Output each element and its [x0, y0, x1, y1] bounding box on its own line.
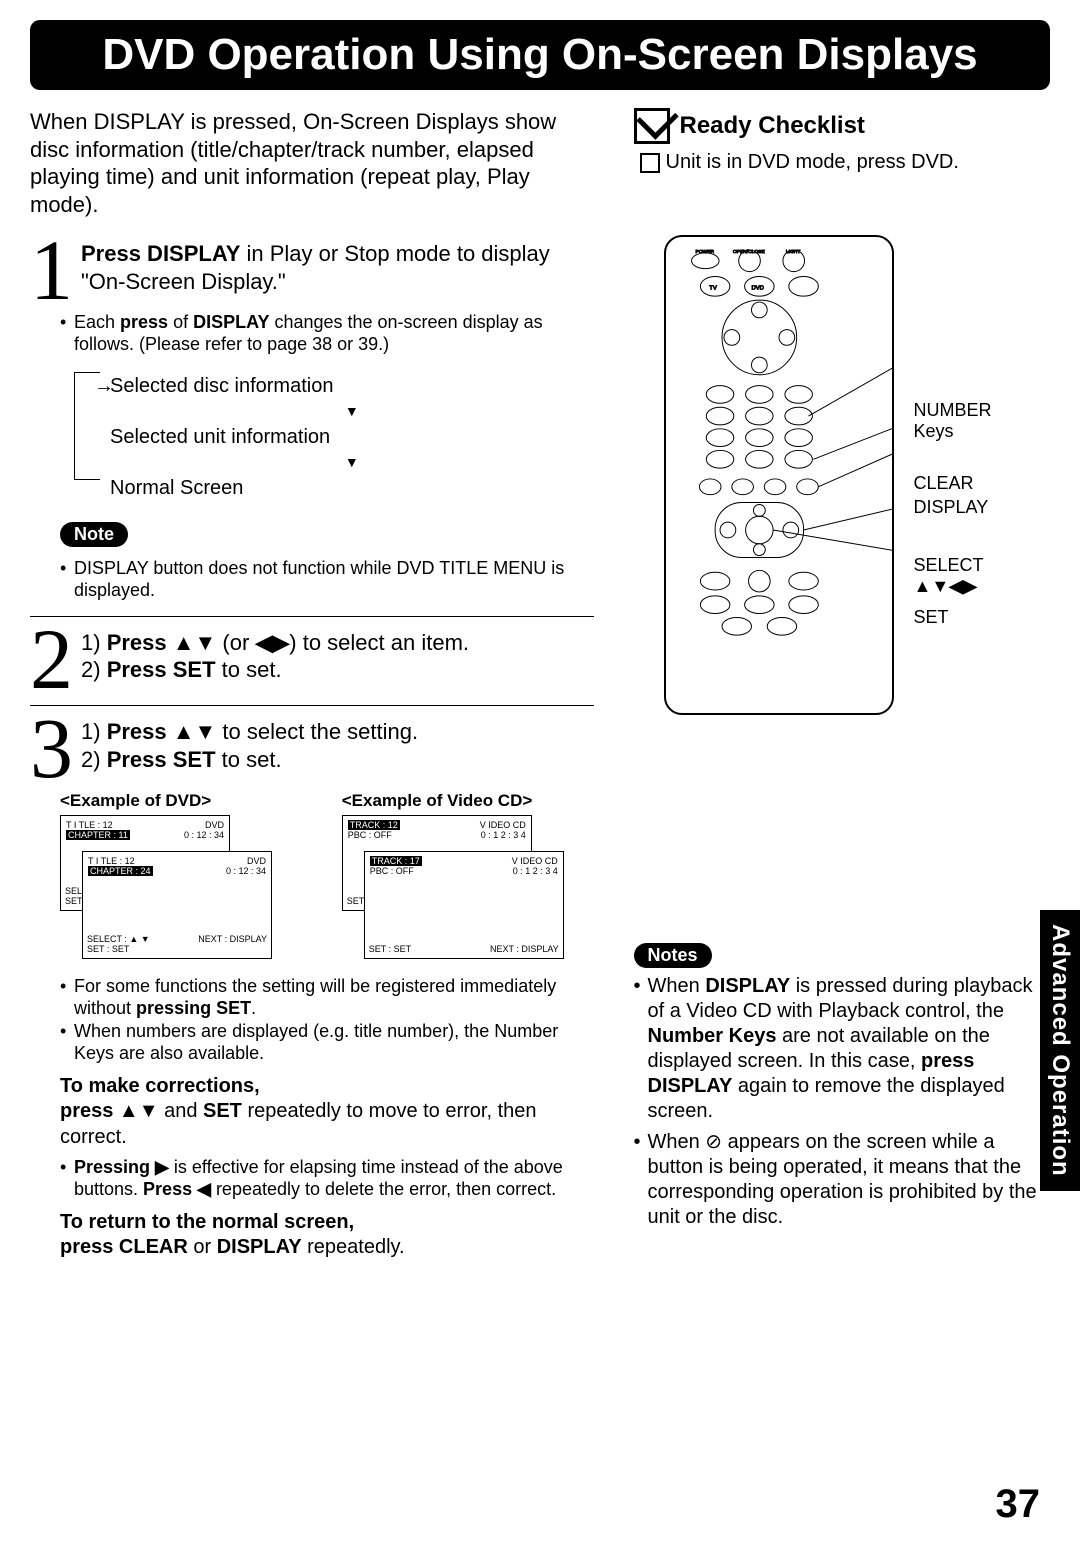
- step-1-note-text: DISPLAY button does not function while D…: [60, 557, 594, 602]
- svg-text:DVD: DVD: [751, 285, 763, 291]
- step-2-number: 2: [30, 627, 73, 692]
- divider-2: [30, 705, 594, 706]
- osd-vcd-back: TRACK : 17PBC : OFFV IDEO CD0 : 1 2 : 3 …: [364, 851, 564, 959]
- step-1-text: Press DISPLAY in Play or Stop mode to di…: [81, 240, 594, 295]
- left-column: When DISPLAY is pressed, On-Screen Displ…: [30, 108, 594, 1260]
- osd-dvd-title: <Example of DVD>: [60, 791, 312, 811]
- osd-examples: <Example of DVD> T I TLE : 12CHAPTER : 1…: [60, 791, 594, 965]
- svg-text:TV: TV: [709, 285, 717, 291]
- notes-list: When DISPLAY is pressed during playback …: [634, 974, 1051, 1230]
- svg-text:OPEN/CLOSE: OPEN/CLOSE: [732, 249, 765, 255]
- ready-heading: Ready Checklist: [680, 112, 865, 140]
- notes-item-2: When ⊘ appears on the screen while a but…: [634, 1130, 1051, 1230]
- step-1: 1 Press DISPLAY in Play or Stop mode to …: [30, 238, 594, 303]
- remote-svg: POWER OPEN/CLOSE LIGHT TV DVD: [666, 237, 892, 713]
- step-2: 2 1) Press ▲▼ (or ◀▶) to select an item.…: [30, 627, 594, 692]
- step-3-line-2: 2) Press SET to set.: [81, 746, 594, 774]
- post-bullet-2: When numbers are displayed (e.g. title n…: [60, 1020, 594, 1065]
- remote-diagram: POWER OPEN/CLOSE LIGHT TV DVD: [664, 235, 894, 715]
- post-bullet-1: For some functions the setting will be r…: [60, 975, 594, 1020]
- return-text: press CLEAR or DISPLAY repeatedly.: [60, 1234, 594, 1260]
- step-1-number: 1: [30, 238, 73, 303]
- step-3-line-1: 1) Press ▲▼ to select the setting.: [81, 718, 594, 746]
- step-1-note: DISPLAY button does not function while D…: [30, 557, 594, 602]
- checkbox-icon: [640, 153, 660, 173]
- svg-text:LIGHT: LIGHT: [785, 249, 799, 255]
- osd-vcd-title: <Example of Video CD>: [342, 791, 594, 811]
- corrections-bullets: Pressing ▶ is effective for elapsing tim…: [30, 1156, 594, 1201]
- down-arrow-icon: ▼: [110, 459, 594, 466]
- step-3-number: 3: [30, 716, 73, 781]
- corrections-heading: To make corrections,: [60, 1075, 594, 1098]
- corrections-text: press ▲▼ and SET repeatedly to move to e…: [60, 1098, 594, 1150]
- cycle-2: Selected unit information: [110, 417, 594, 457]
- intro-text: When DISPLAY is pressed, On-Screen Displ…: [30, 108, 594, 218]
- down-arrow-icon: ▼: [110, 408, 594, 415]
- checkmark-icon: [634, 108, 670, 144]
- page-title: DVD Operation Using On-Screen Displays: [30, 20, 1050, 90]
- notes-label: Notes: [634, 943, 712, 968]
- page-number: 37: [996, 1482, 1041, 1527]
- remote-wrapper: POWER OPEN/CLOSE LIGHT TV DVD: [634, 235, 1051, 795]
- side-tab: Advanced Operation: [1040, 910, 1080, 1191]
- label-select: SELECT▲▼◀▶: [914, 555, 984, 596]
- step-1-bullet-1: Each press of DISPLAY changes the on-scr…: [60, 311, 594, 356]
- step-2-line-1: 1) Press ▲▼ (or ◀▶) to select an item.: [81, 629, 594, 657]
- cycle-1: Selected disc information: [110, 366, 594, 406]
- return-heading: To return to the normal screen,: [60, 1211, 594, 1234]
- step-2-line-2: 2) Press SET to set.: [81, 656, 594, 684]
- cycle-3: Normal Screen: [110, 468, 594, 508]
- notes-item-1: When DISPLAY is pressed during playback …: [634, 974, 1051, 1124]
- content-grid: When DISPLAY is pressed, On-Screen Displ…: [30, 108, 1050, 1260]
- label-clear: CLEAR: [914, 473, 974, 494]
- osd-vcd: <Example of Video CD> TRACK : 12PBC : OF…: [342, 791, 594, 965]
- post-example-bullets: For some functions the setting will be r…: [30, 975, 594, 1065]
- osd-dvd: <Example of DVD> T I TLE : 12CHAPTER : 1…: [60, 791, 312, 965]
- right-column: Ready Checklist Unit is in DVD mode, pre…: [634, 108, 1051, 1260]
- corrections-bullet: Pressing ▶ is effective for elapsing tim…: [60, 1156, 594, 1201]
- divider-1: [30, 616, 594, 617]
- ready-item: Unit is in DVD mode, press DVD.: [640, 150, 1051, 175]
- osd-dvd-back: T I TLE : 12CHAPTER : 24DVD0 : 12 : 34 S…: [82, 851, 272, 959]
- step-1-bullets: Each press of DISPLAY changes the on-scr…: [30, 311, 594, 356]
- label-display: DISPLAY: [914, 497, 989, 518]
- svg-text:POWER: POWER: [695, 249, 714, 255]
- label-number-keys: NUMBERKeys: [914, 400, 992, 441]
- step-3: 3 1) Press ▲▼ to select the setting. 2) …: [30, 716, 594, 781]
- display-cycle: → Selected disc information ▼ Selected u…: [110, 366, 594, 508]
- note-label: Note: [60, 522, 128, 547]
- step-1-bold: Press DISPLAY: [81, 241, 240, 266]
- label-set: SET: [914, 607, 949, 628]
- ready-checklist: Ready Checklist: [634, 108, 1051, 144]
